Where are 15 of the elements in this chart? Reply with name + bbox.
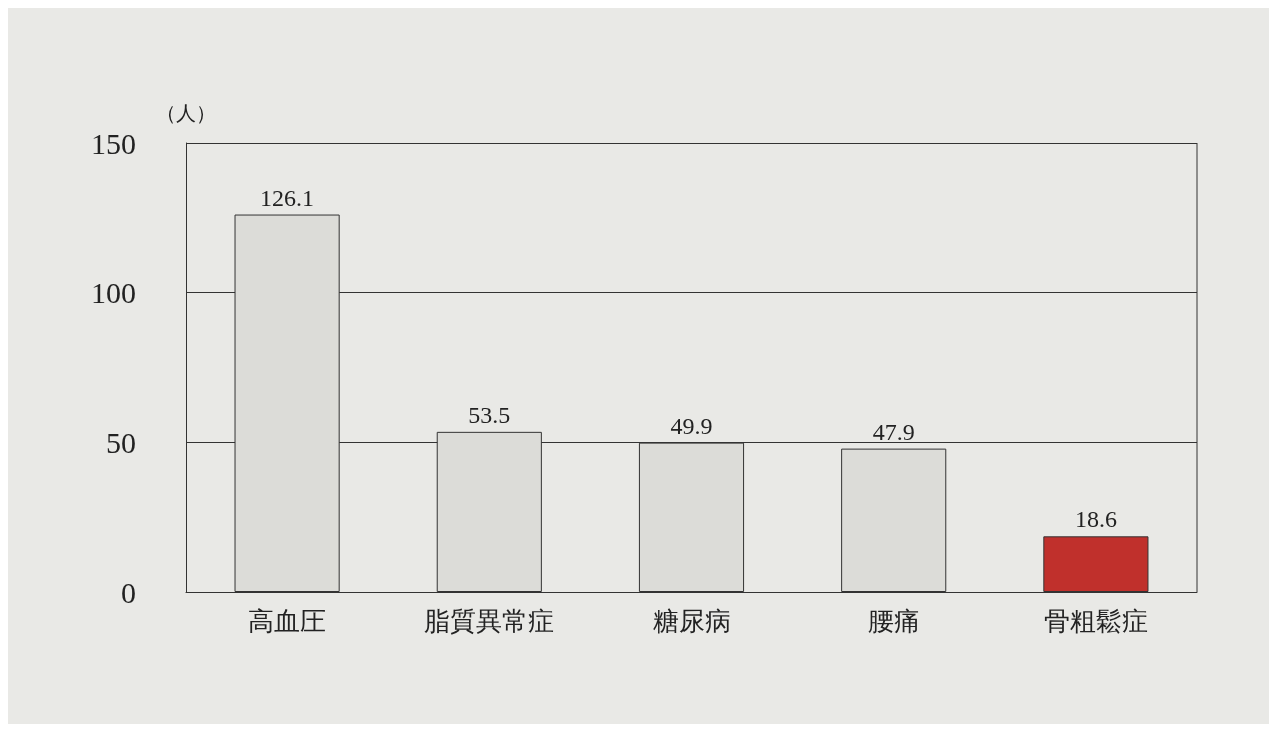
x-tick-label: 高血圧 — [248, 606, 327, 636]
data-label: 49.9 — [670, 412, 713, 439]
y-tick-label: 100 — [91, 276, 136, 310]
y-tick-label: 50 — [106, 425, 136, 459]
x-tick-label: 骨粗鬆症 — [1043, 606, 1148, 636]
data-label: 53.5 — [468, 401, 511, 428]
y-axis-title: （人） — [156, 101, 216, 125]
y-tick-label: 0 — [121, 575, 136, 609]
data-label: 126.1 — [260, 184, 315, 211]
data-label: 18.6 — [1074, 506, 1117, 533]
x-tick-label: 脂質異常症 — [424, 606, 555, 636]
y-tick-label: 150 — [91, 126, 136, 160]
data-label: 47.9 — [872, 418, 915, 445]
x-tick-label: 腰痛 — [867, 606, 920, 636]
x-tick-label: 糖尿病 — [652, 606, 731, 636]
